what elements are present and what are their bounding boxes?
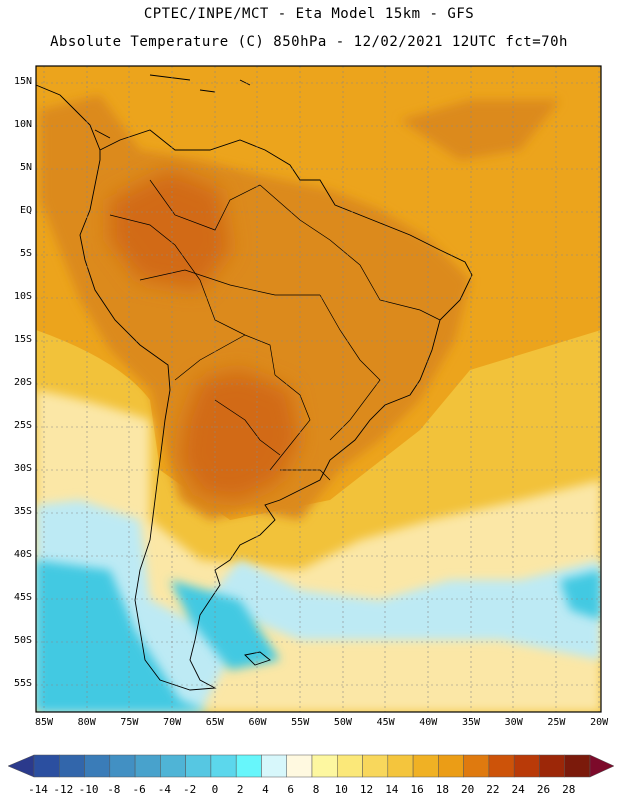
colorbar-swatch xyxy=(235,754,262,778)
lat-label: 10N xyxy=(13,119,32,130)
colorbar-swatch xyxy=(438,754,464,778)
colorbar-tick-label: 4 xyxy=(262,783,269,796)
colorbar-tick-label: 26 xyxy=(536,783,551,796)
colorbar-tick-label: -2 xyxy=(183,783,197,796)
colorbar-tick-label: -12 xyxy=(53,783,74,796)
colorbar-tick-label: 28 xyxy=(562,783,576,796)
central-america-coastline xyxy=(36,84,111,151)
colorbar-swatch xyxy=(210,754,237,778)
lon-label: 25W xyxy=(547,717,566,728)
lat-label: 55S xyxy=(13,678,32,689)
lat-label: 25S xyxy=(13,420,32,431)
lon-label: 30W xyxy=(504,717,523,728)
colorbar xyxy=(7,754,615,778)
caribbean-islands xyxy=(149,74,251,93)
country-borders xyxy=(109,179,441,481)
colorbar-low-arrow xyxy=(7,754,35,778)
colorbar-swatch xyxy=(387,754,414,778)
colorbar-swatch xyxy=(33,754,60,778)
colorbar-tick-label: 12 xyxy=(359,783,374,796)
colorbar-tick-label: 2 xyxy=(236,783,244,796)
colorbar-tick-label: 24 xyxy=(511,783,525,796)
temperature-field xyxy=(36,66,601,712)
colorbar-tick-label: 6 xyxy=(287,783,295,796)
colorbar-tick-label: -8 xyxy=(107,783,121,796)
lon-label: 70W xyxy=(163,717,182,728)
colorbar-swatch xyxy=(362,754,389,778)
colorbar-tick-label: 14 xyxy=(385,783,399,796)
lat-label: 5N xyxy=(19,162,32,173)
colorbar-tick-label: 10 xyxy=(334,783,348,796)
colorbar-swatch xyxy=(134,754,161,778)
lat-label: 40S xyxy=(13,549,32,560)
colorbar-swatch xyxy=(564,754,591,778)
lon-label: 80W xyxy=(77,717,96,728)
very-cold-field xyxy=(36,560,601,712)
falklands xyxy=(244,651,271,666)
lon-label: 55W xyxy=(291,717,310,728)
colorbar-swatch xyxy=(412,754,439,778)
colorbar-swatch xyxy=(160,754,186,778)
coastlines xyxy=(36,74,473,691)
lon-label: 40W xyxy=(419,717,438,728)
colorbar-swatch xyxy=(286,754,313,778)
colorbar-swatch xyxy=(463,754,490,778)
colorbar-swatch xyxy=(261,754,287,778)
map-frame xyxy=(35,65,602,713)
lon-label: 65W xyxy=(205,717,224,728)
map-subtitle: Absolute Temperature (C) 850hPa - 12/02/… xyxy=(50,34,568,50)
lat-label: 15N xyxy=(13,76,32,87)
warmest-land-field xyxy=(110,170,300,500)
lat-label: 35S xyxy=(13,506,32,517)
lon-label: 20W xyxy=(590,717,609,728)
colorbar-swatch xyxy=(539,754,565,778)
lat-label: 30S xyxy=(13,463,32,474)
colorbar-tick-label: 16 xyxy=(410,783,424,796)
colorbar-tick-label: -6 xyxy=(132,783,146,796)
colorbar-swatch xyxy=(59,754,85,778)
colorbar-tick-label: -4 xyxy=(157,783,171,796)
colorbar-tick-label: 0 xyxy=(211,783,219,796)
lat-label: 45S xyxy=(13,592,32,603)
lon-label: 85W xyxy=(34,717,54,728)
lon-label: 35W xyxy=(461,717,481,728)
colorbar-tick-label: 22 xyxy=(486,783,500,796)
colorbar-swatch xyxy=(488,754,515,778)
lon-label: 45W xyxy=(376,717,395,728)
colorbar-swatch xyxy=(513,754,540,778)
lat-label: 50S xyxy=(13,635,32,646)
colorbar-tick-label: 8 xyxy=(312,783,320,796)
colorbar-swatch xyxy=(109,754,136,778)
lat-label: 5S xyxy=(19,248,32,259)
colorbar-tick-label: -14 xyxy=(28,783,48,796)
colorbar-swatch xyxy=(185,754,212,778)
cold-ocean-field xyxy=(36,500,601,712)
colorbar-high-arrow xyxy=(589,754,615,778)
lat-label: 20S xyxy=(13,377,32,388)
lat-label: 15S xyxy=(13,334,32,345)
map-title: CPTEC/INPE/MCT - Eta Model 15km - GFS xyxy=(143,6,475,22)
colorbar-tick-label: 20 xyxy=(461,783,475,796)
lon-label: 50W xyxy=(333,717,352,728)
colorbar-swatch xyxy=(337,754,363,778)
south-america-coastline xyxy=(79,129,473,691)
colorbar-swatch xyxy=(84,754,111,778)
colorbar-tick-label: 18 xyxy=(435,783,449,796)
gridlines xyxy=(36,66,601,712)
lat-label: EQ xyxy=(19,205,32,216)
lon-label: 60W xyxy=(248,717,267,728)
colorbar-tick-label: -10 xyxy=(78,783,99,796)
colorbar-swatch xyxy=(311,754,338,778)
lon-label: 75W xyxy=(120,717,139,728)
lat-label: 10S xyxy=(13,291,32,302)
